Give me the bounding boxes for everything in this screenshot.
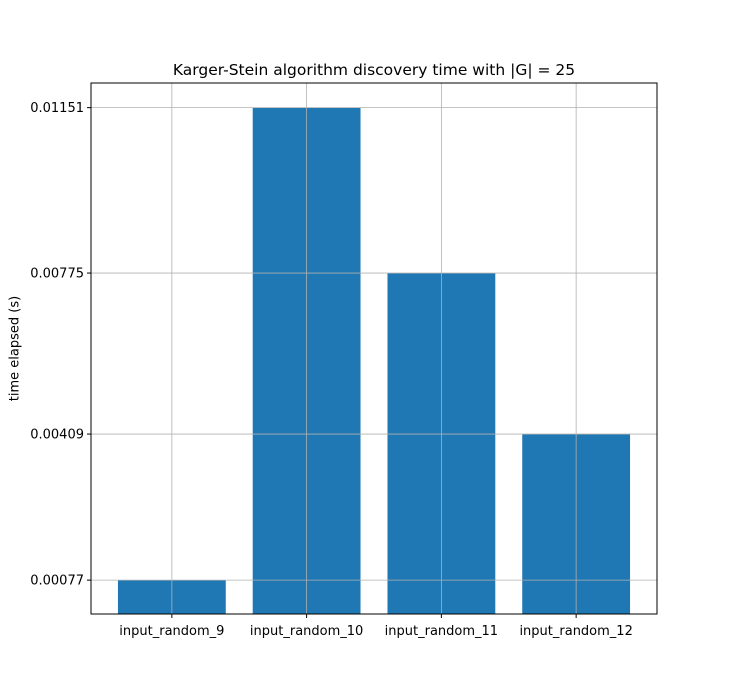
chart-title: Karger-Stein algorithm discovery time wi… [173, 61, 575, 79]
y-axis-label: time elapsed (s) [8, 296, 23, 401]
grid-lines [91, 83, 657, 614]
y-tick-label: 0.01151 [30, 101, 84, 116]
x-tick-label: input_random_12 [519, 624, 632, 639]
y-tick-label: 0.00409 [30, 428, 84, 443]
x-tick-label: input_random_11 [385, 624, 498, 639]
ticks: 0.00077 0.00409 0.00775 0.01151 input_random… [30, 101, 633, 639]
plot-frame [90, 82, 658, 615]
x-tick-label: input_random_9 [119, 624, 224, 639]
x-tick-label: input_random_10 [250, 624, 363, 639]
y-tick-label: 0.00077 [30, 574, 84, 589]
y-tick-label: 0.00775 [30, 267, 84, 282]
